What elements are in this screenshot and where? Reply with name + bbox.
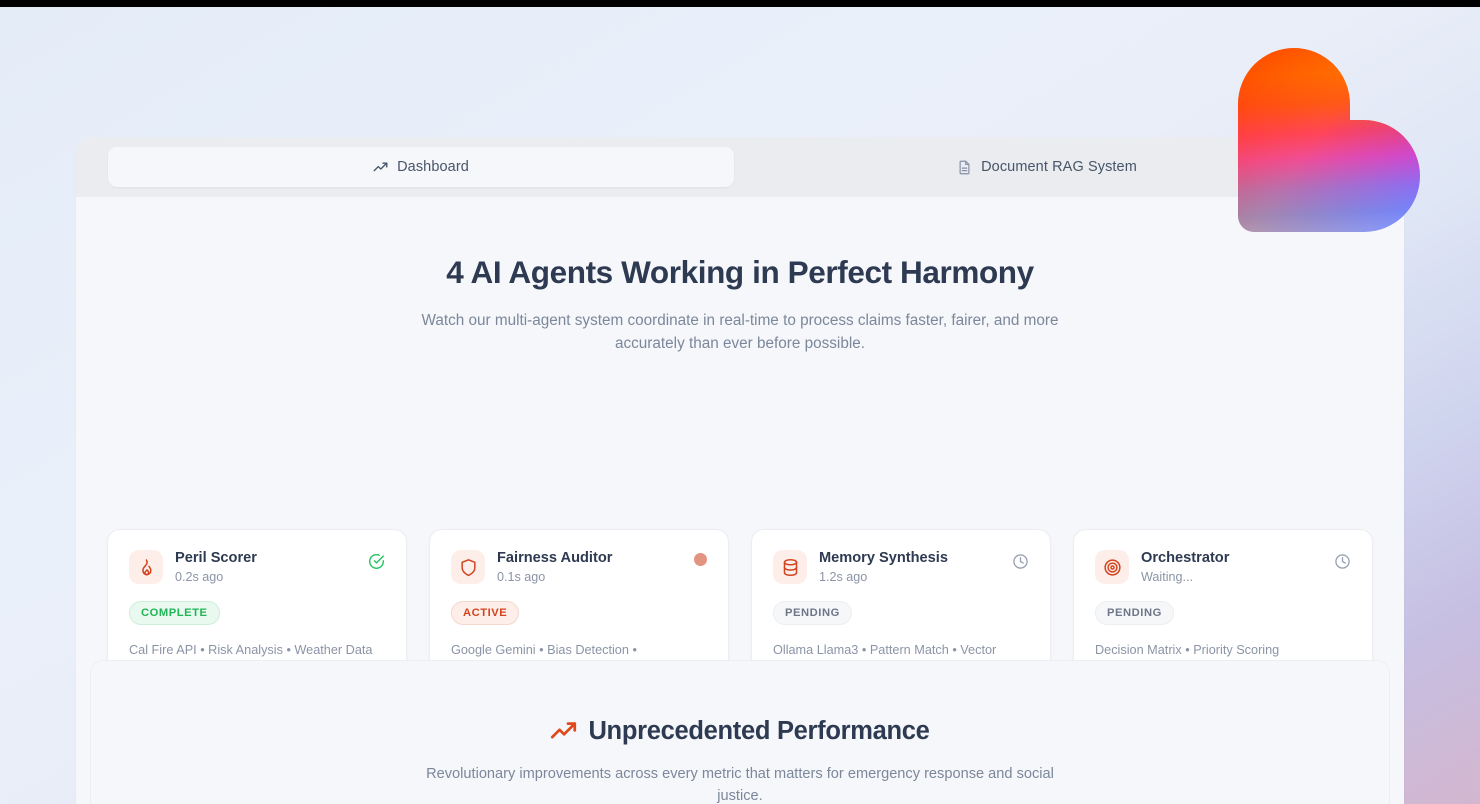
clock-icon — [1012, 553, 1029, 575]
trending-up-icon — [550, 718, 577, 745]
agent-timestamp: Waiting... — [1141, 570, 1194, 585]
agent-card-header: Fairness Auditor 0.1s ago — [451, 549, 707, 584]
performance-title: Unprecedented Performance — [91, 717, 1389, 746]
tab-document-rag-system[interactable]: Document RAG System — [734, 147, 1360, 187]
document-icon — [957, 160, 972, 175]
agent-tags: Decision Matrix • Priority Scoring — [1095, 643, 1280, 658]
window-top-bar — [0, 0, 1480, 7]
performance-panel: Unprecedented Performance Revolutionary … — [90, 660, 1390, 804]
agent-card-header: Orchestrator Waiting... — [1095, 549, 1351, 584]
agent-name: Fairness Auditor — [497, 550, 613, 566]
database-icon — [773, 550, 807, 584]
pulse-dot-icon — [694, 553, 707, 566]
tab-dashboard-label: Dashboard — [397, 159, 469, 175]
hero-subtitle: Watch our multi-agent system coordinate … — [421, 312, 1059, 353]
agent-identity: Peril Scorer 0.2s ago — [175, 549, 356, 584]
tab-strip: Dashboard Document RAG System — [76, 137, 1404, 197]
tab-dashboard[interactable]: Dashboard — [108, 147, 734, 187]
flame-icon — [129, 550, 163, 584]
agent-card-header: Peril Scorer 0.2s ago — [129, 549, 385, 584]
agent-name: Orchestrator — [1141, 550, 1230, 566]
status-badge: COMPLETE — [129, 601, 220, 626]
trending-up-icon — [373, 160, 388, 175]
tab-document-rag-system-label: Document RAG System — [981, 159, 1137, 175]
agent-identity: Orchestrator Waiting... — [1141, 549, 1322, 584]
agent-card-header: Memory Synthesis 1.2s ago — [773, 549, 1029, 584]
status-badge: ACTIVE — [451, 601, 520, 626]
target-icon — [1095, 550, 1129, 584]
hero-section: 4 AI Agents Working in Perfect Harmony W… — [76, 197, 1404, 356]
agent-timestamp: 1.2s ago — [819, 570, 868, 585]
performance-title-text: Unprecedented Performance — [588, 717, 930, 745]
shield-icon — [451, 550, 485, 584]
agent-tags: Cal Fire API • Risk Analysis • Weather D… — [129, 643, 373, 658]
check-circle-icon — [368, 553, 385, 575]
status-badge: PENDING — [773, 601, 852, 626]
agent-identity: Fairness Auditor 0.1s ago — [497, 549, 682, 584]
agent-timestamp: 0.1s ago — [497, 570, 546, 585]
status-badge: PENDING — [1095, 601, 1174, 626]
page-title: 4 AI Agents Working in Perfect Harmony — [446, 254, 1034, 290]
performance-subtitle: Revolutionary improvements across every … — [426, 766, 1054, 804]
agent-identity: Memory Synthesis 1.2s ago — [819, 549, 1000, 584]
agent-timestamp: 0.2s ago — [175, 570, 224, 585]
agent-name: Peril Scorer — [175, 550, 257, 566]
app-panel: Dashboard Document RAG System 4 AI Agent… — [76, 137, 1404, 804]
clock-icon — [1334, 553, 1351, 575]
agent-name: Memory Synthesis — [819, 550, 948, 566]
